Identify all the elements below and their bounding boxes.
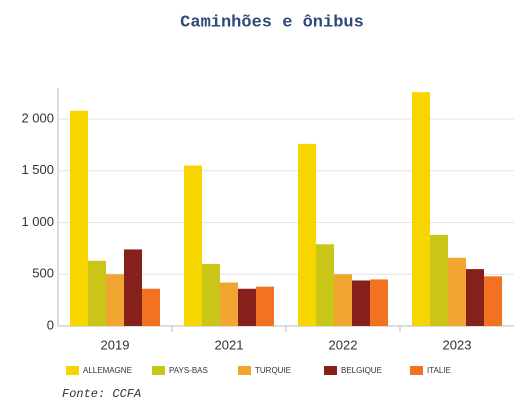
y-tick-label: 2 000	[21, 110, 54, 125]
legend-swatch	[238, 366, 251, 375]
x-tick-label: 2021	[215, 337, 244, 352]
bar	[298, 143, 316, 326]
bar	[184, 165, 202, 326]
legend-label: ITALIE	[427, 366, 451, 375]
bar	[88, 260, 106, 326]
bar	[256, 286, 274, 326]
bar	[106, 274, 124, 326]
legend-swatch	[410, 366, 423, 375]
bar	[124, 249, 142, 326]
bar	[448, 257, 466, 326]
y-tick-label: 1 500	[21, 162, 54, 177]
legend-swatch	[152, 366, 165, 375]
bar	[334, 274, 352, 326]
bar	[142, 288, 160, 326]
bar	[466, 269, 484, 326]
legend-swatch	[324, 366, 337, 375]
bar	[202, 263, 220, 326]
legend-label: PAYS-BAS	[169, 366, 208, 375]
chart-title: Caminhões e ônibus	[180, 13, 364, 32]
bar	[352, 280, 370, 326]
source: Fonte: CCFA	[62, 387, 141, 401]
bar	[238, 288, 256, 326]
bar	[70, 110, 88, 326]
bar	[430, 234, 448, 326]
y-tick-label: 1 000	[21, 214, 54, 229]
x-tick-label: 2023	[443, 337, 472, 352]
bar	[412, 92, 430, 326]
y-tick-label: 0	[47, 317, 54, 332]
bar	[370, 279, 388, 326]
legend-label: BELGIQUE	[341, 366, 382, 375]
x-tick-label: 2019	[101, 337, 130, 352]
legend-label: TURQUIE	[255, 366, 291, 375]
x-tick-label: 2022	[329, 337, 358, 352]
bar	[484, 276, 502, 326]
legend-label: ALLEMAGNE	[83, 366, 132, 375]
bar	[316, 244, 334, 326]
y-tick-label: 500	[32, 266, 54, 281]
legend-swatch	[66, 366, 79, 375]
bar	[220, 282, 238, 326]
